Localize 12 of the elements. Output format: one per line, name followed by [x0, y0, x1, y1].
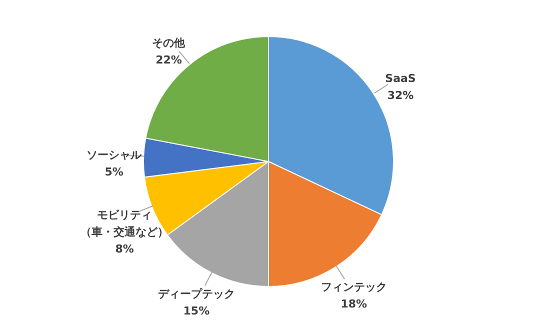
slice-label: ソーシャル: [86, 148, 143, 162]
data-label: 15%: [183, 304, 210, 318]
data-label: 5%: [104, 165, 124, 178]
data-label: 22%: [156, 54, 182, 67]
slice-label: その他: [152, 36, 186, 50]
data-label: 32%: [387, 89, 414, 102]
slice-label: モビリティ（車・交通など）: [80, 208, 169, 239]
data-label: 8%: [115, 242, 134, 256]
slice-label: SaaS: [385, 72, 416, 86]
data-label: 18%: [340, 297, 368, 310]
slice-label: ディープテック: [158, 288, 235, 301]
slice-label: フィンテック: [320, 280, 387, 294]
